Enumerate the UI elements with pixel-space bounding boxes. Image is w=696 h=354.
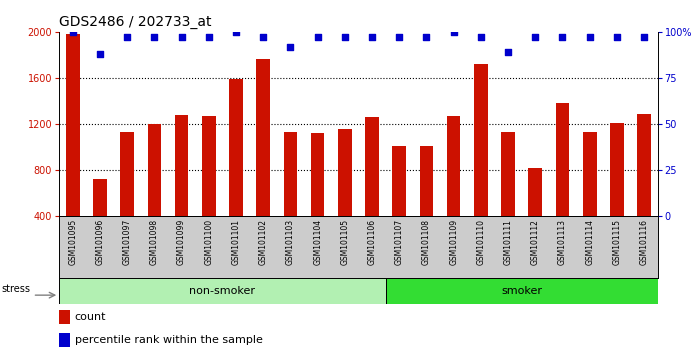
Bar: [447, 116, 461, 216]
Bar: [202, 116, 216, 216]
Point: [149, 35, 160, 40]
Text: count: count: [75, 312, 106, 322]
Point: [448, 29, 459, 35]
Point: [503, 49, 514, 55]
Bar: [229, 79, 243, 216]
Point: [611, 35, 622, 40]
Point: [312, 35, 323, 40]
Bar: [59, 333, 70, 347]
Bar: [284, 132, 297, 216]
Bar: [256, 59, 270, 216]
Point: [285, 44, 296, 50]
Bar: [66, 34, 79, 216]
Bar: [393, 146, 406, 216]
Bar: [583, 132, 596, 216]
Point: [203, 35, 214, 40]
Bar: [311, 133, 324, 216]
Bar: [528, 168, 542, 216]
Bar: [386, 278, 658, 304]
Bar: [59, 278, 386, 304]
Bar: [365, 117, 379, 216]
Point: [530, 35, 541, 40]
Point: [176, 35, 187, 40]
Point: [475, 35, 487, 40]
Point: [394, 35, 405, 40]
Point: [638, 35, 649, 40]
Point: [421, 35, 432, 40]
Point: [122, 35, 133, 40]
Bar: [120, 132, 134, 216]
Point: [68, 29, 79, 35]
Text: smoker: smoker: [501, 286, 542, 296]
Point: [230, 29, 242, 35]
Point: [584, 35, 595, 40]
Text: GDS2486 / 202733_at: GDS2486 / 202733_at: [59, 16, 212, 29]
Bar: [555, 103, 569, 216]
Point: [557, 35, 568, 40]
Bar: [501, 132, 515, 216]
Bar: [610, 123, 624, 216]
Text: percentile rank within the sample: percentile rank within the sample: [75, 335, 262, 345]
Bar: [175, 115, 189, 216]
Point: [95, 51, 106, 57]
Text: stress: stress: [1, 284, 30, 293]
Bar: [59, 310, 70, 324]
Point: [258, 35, 269, 40]
Bar: [474, 64, 488, 216]
Bar: [148, 124, 161, 216]
Bar: [420, 146, 433, 216]
Point: [367, 35, 378, 40]
Text: non-smoker: non-smoker: [189, 286, 255, 296]
Bar: [638, 114, 651, 216]
Bar: [93, 179, 106, 216]
Point: [339, 35, 350, 40]
Bar: [338, 129, 351, 216]
